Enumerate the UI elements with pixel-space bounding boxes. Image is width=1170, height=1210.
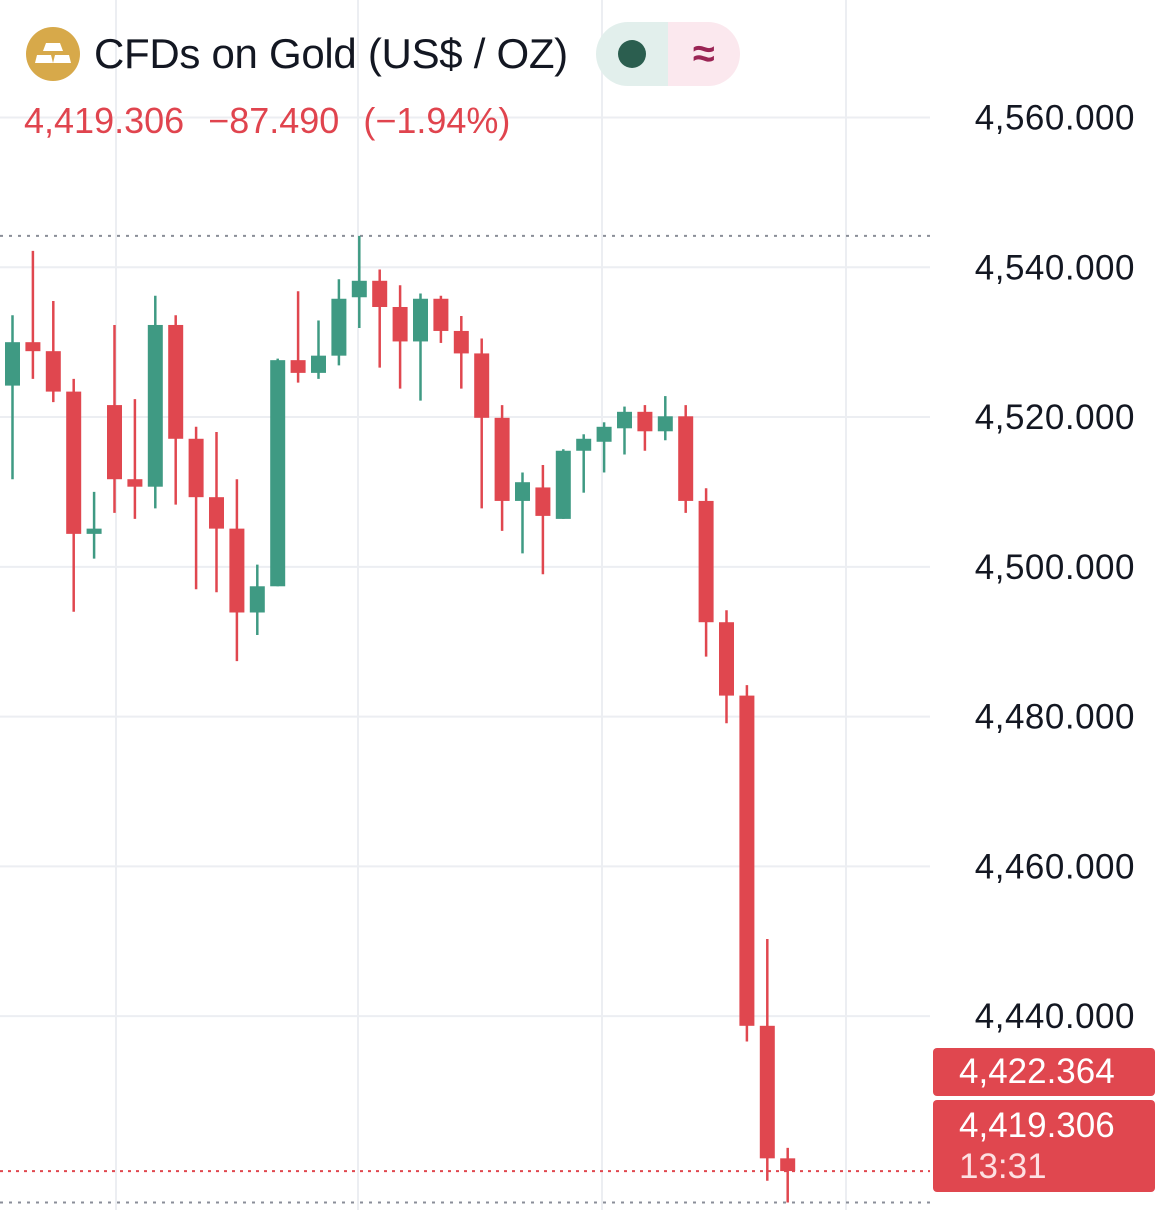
candle-body-32: [657, 416, 673, 432]
candle-body-17: [351, 280, 367, 298]
dot-icon: [617, 40, 646, 68]
current-price-value: 4,419.306: [959, 1106, 1115, 1145]
candle-body-33: [678, 416, 694, 501]
candle-body-12: [249, 586, 265, 613]
y-tick-label-3: 4,500.000: [975, 548, 1135, 587]
candle-body-38: [780, 1158, 796, 1172]
candle-body-36: [739, 695, 755, 1026]
approx-button[interactable]: ≈: [667, 22, 740, 86]
candle-body-6: [127, 479, 143, 487]
candle-body-34: [698, 500, 714, 623]
y-tick-label-4: 4,480.000: [975, 698, 1135, 737]
candle-body-16: [331, 298, 347, 356]
candle-body-8: [168, 324, 184, 439]
candle-body-4: [86, 528, 102, 534]
candle-body-20: [413, 298, 428, 342]
price-label-upper: 4,422.364: [933, 1048, 1155, 1096]
candle-body-24: [494, 417, 510, 501]
last-price: 4,419.306: [24, 100, 185, 141]
candle-body-19: [392, 306, 408, 342]
bar-countdown: 13:31: [959, 1147, 1047, 1186]
candle-body-15: [311, 355, 326, 373]
candle-body-11: [229, 528, 245, 613]
candle-body-0: [5, 342, 20, 386]
instrument-title[interactable]: CFDs on Gold (US$ / OZ): [94, 30, 568, 77]
candle-body-10: [209, 497, 224, 529]
candles: [5, 235, 796, 1203]
candle-body-9: [188, 438, 204, 498]
candle-body-14: [290, 360, 306, 373]
y-tick-label-1: 4,540.000: [975, 248, 1135, 287]
y-tick-label-5: 4,460.000: [975, 847, 1135, 886]
candle-body-2: [45, 351, 61, 392]
candle-body-5: [107, 405, 122, 480]
price-change-percent: (−1.94%): [363, 100, 511, 141]
candle-body-31: [637, 411, 653, 432]
candle-body-29: [596, 426, 612, 442]
reference-lines: [0, 234, 930, 1204]
chart-header: CFDs on Gold (US$ / OZ) ≈: [26, 22, 740, 86]
gold-bars-icon[interactable]: [26, 27, 80, 81]
candle-body-7: [147, 324, 163, 487]
candle-body-3: [66, 391, 82, 534]
candle-body-22: [453, 330, 469, 354]
candle-body-21: [433, 298, 449, 331]
price-axis[interactable]: 4,560.000 4,540.000 4,520.000 4,500.000 4,48…: [975, 99, 1135, 1037]
candle-body-1: [25, 342, 41, 352]
quote-line: 4,419.306 −87.490 (−1.94%): [24, 100, 524, 142]
grid-lines: [0, 0, 930, 1210]
candle-body-25: [515, 482, 530, 501]
y-tick-label-6: 4,440.000: [975, 997, 1135, 1036]
candle-body-23: [474, 353, 490, 418]
candle-body-18: [372, 280, 388, 307]
candle-body-37: [759, 1025, 775, 1159]
session-toggle[interactable]: ≈: [595, 22, 740, 86]
candle-body-35: [719, 622, 734, 696]
market-status-button[interactable]: [595, 22, 668, 86]
y-tick-label-2: 4,520.000: [975, 398, 1135, 437]
candle-body-28: [576, 438, 592, 451]
candle-body-13: [270, 360, 286, 587]
price-change: −87.490: [208, 100, 340, 141]
candle-body-27: [555, 450, 571, 519]
candle-body-30: [617, 411, 632, 429]
candle-body-26: [535, 487, 551, 516]
current-price-label: 4,419.306 13:31: [933, 1100, 1155, 1192]
y-tick-label-0: 4,560.000: [975, 99, 1135, 138]
